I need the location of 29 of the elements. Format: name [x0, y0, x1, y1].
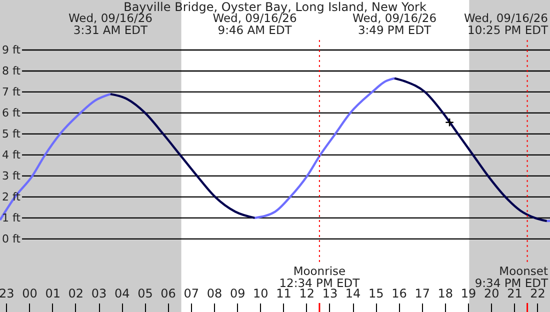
x-tick-label: 02: [68, 286, 84, 300]
x-tick-label: 18: [438, 286, 454, 300]
y-tick-label: 5 ft: [2, 127, 22, 140]
annotation: Wed, 09/16/26 10:25 PM EDT: [464, 11, 549, 37]
chart-title: Bayville Bridge, Oyster Bay, Long Island, New York: [124, 0, 426, 14]
x-tick-label: 10: [253, 286, 268, 300]
y-tick-label: 4 ft: [2, 148, 22, 162]
x-tick-label: 23: [0, 286, 14, 300]
y-tick-label: 8 ft: [2, 64, 22, 78]
y-tick-label: 7 ft: [2, 85, 22, 98]
annotation: Wed, 09/16/26 3:49 PM EDT: [352, 11, 437, 37]
x-tick-label: 03: [91, 286, 107, 300]
x-tick-label: 01: [45, 286, 60, 300]
x-tick-label: 07: [184, 286, 200, 300]
x-tick-label: 08: [206, 286, 222, 300]
x-tick-label: 06: [160, 286, 176, 300]
x-tick-label: 17: [414, 286, 430, 300]
x-tick-label: 05: [138, 286, 153, 300]
x-tick-label: 19: [460, 286, 476, 300]
x-tick-label: 00: [22, 286, 38, 300]
y-tick-label: 3 ft: [2, 169, 22, 182]
x-tick-label: 09: [230, 286, 246, 300]
y-tick-label: 6 ft: [2, 106, 22, 120]
y-tick-label: 0 ft: [2, 232, 22, 246]
y-tick-label: 9 ft: [2, 43, 22, 56]
x-tick-label: 15: [368, 286, 384, 300]
x-tick-label: 04: [114, 286, 130, 300]
y-tick-label: 1 ft: [2, 211, 22, 224]
x-tick-label: 16: [392, 286, 407, 300]
